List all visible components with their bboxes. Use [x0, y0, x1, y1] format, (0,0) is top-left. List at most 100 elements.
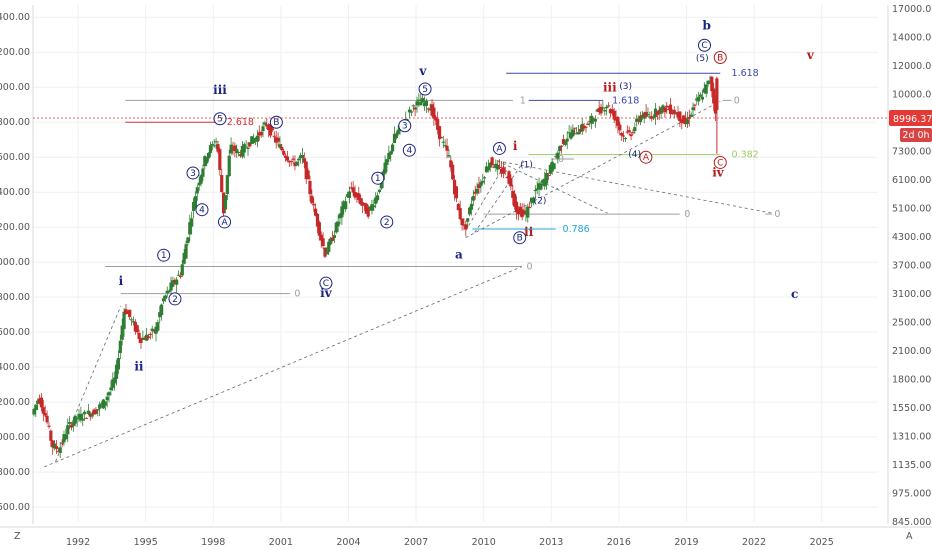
candle-body: [702, 88, 706, 93]
candle-body: [175, 279, 179, 285]
candle-body: [54, 446, 59, 449]
candle-body: [689, 114, 693, 117]
candle-body: [595, 109, 599, 112]
candle-body: [648, 116, 652, 118]
candle-body: [475, 188, 479, 194]
circled-wave-marker: [195, 203, 209, 217]
current-price-badge: [889, 110, 932, 126]
candle-body: [280, 146, 284, 151]
candle-body: [670, 113, 674, 115]
candle-body: [424, 100, 428, 106]
candle-body: [178, 276, 183, 278]
candle-body: [650, 116, 654, 119]
candle-body: [56, 451, 60, 453]
right-price-axis[interactable]: 17000.00014000.00012000.00010000.0008900…: [887, 4, 932, 528]
time-axis[interactable]: 1992 1995 1998 2001 2004 2007 2010 2013 2016 2019…: [0, 526, 932, 548]
candle-body: [601, 107, 605, 109]
candle-body: [135, 325, 139, 333]
candle-body: [567, 132, 571, 134]
time-tick-label: 1998: [201, 537, 225, 548]
right-tick-label: 14000.000: [892, 33, 932, 44]
candle-body: [635, 118, 639, 122]
candle-body: [289, 160, 293, 162]
candle-body: [385, 159, 389, 165]
candle-body: [167, 290, 171, 292]
candle-body: [353, 192, 357, 198]
fibonacci-levels[interactable]: 2.618 1.618 1.618 0.382 0.786 0 0 0 1 0 0 0: [105, 68, 780, 300]
candle-body: [302, 158, 306, 163]
right-tick-label: 6100.000: [892, 175, 932, 186]
left-price-axis[interactable]: 3400.00 3200.00 3000.00 2800.00 2600.00 2400.…: [0, 5, 34, 524]
candle-body: [206, 152, 211, 159]
candle-body: [242, 144, 246, 153]
circled-wave-marker: [319, 276, 333, 290]
right-tick-label: 4300.000: [892, 232, 932, 243]
trend-line: [474, 160, 525, 233]
candle-body: [612, 110, 616, 120]
left-tick-label: 800.00: [0, 467, 30, 478]
candle-body: [347, 191, 352, 198]
candle-body: [629, 134, 633, 137]
candle-body: [466, 218, 470, 222]
trend-line: [465, 100, 721, 239]
circled-wave-marker: [371, 171, 385, 185]
corner-right-label[interactable]: A: [906, 531, 913, 542]
wave-label: ii: [524, 225, 534, 239]
trend-lines[interactable]: [44, 100, 773, 468]
left-tick-label: 3400.00: [0, 12, 30, 23]
fib-level-label: 0: [526, 262, 532, 273]
circled-wave-label: 2: [172, 295, 178, 305]
circled-wave-label: A: [643, 153, 650, 163]
left-tick-label: 3000.00: [0, 82, 30, 93]
candle-body: [565, 138, 569, 142]
candle-body: [272, 135, 276, 137]
candle-body: [342, 201, 346, 209]
candle-body: [145, 334, 149, 341]
circled-wave-label: 4: [199, 206, 205, 216]
trend-line: [44, 266, 523, 468]
fib-level-label: 0: [684, 209, 690, 220]
candle-body: [370, 204, 374, 211]
candle-body: [454, 186, 459, 199]
candle-body: [96, 409, 100, 411]
candle-body: [590, 115, 594, 124]
circled-wave-marker: [492, 141, 506, 155]
candle-body: [287, 160, 291, 163]
candle-body: [558, 146, 562, 152]
candle-body: [514, 201, 519, 213]
candle-body: [456, 203, 460, 211]
candle-body: [546, 175, 551, 177]
candle-body: [520, 209, 524, 218]
candle-body: [229, 144, 233, 154]
candle-body: [180, 264, 184, 276]
candle-body: [77, 413, 81, 419]
candle-body: [460, 218, 464, 226]
candle-body: [321, 238, 325, 247]
candle-body: [351, 187, 355, 193]
circled-wave-label: 4: [406, 146, 412, 156]
candle-body: [41, 407, 45, 414]
candle-body: [338, 213, 342, 219]
candle-body: [47, 425, 51, 427]
candle-body: [484, 166, 489, 173]
candle-body: [345, 194, 350, 197]
candle-body: [693, 104, 697, 106]
candle-body: [439, 137, 444, 139]
candle-body: [430, 104, 434, 116]
candle-body: [691, 107, 695, 111]
candle-body: [481, 180, 485, 183]
candle-body: [252, 138, 256, 143]
left-tick-label: 2200.00: [0, 222, 30, 233]
wave-label: v: [806, 48, 815, 62]
corner-left-label[interactable]: Z: [14, 531, 21, 542]
candle-body: [676, 112, 680, 118]
candle-body: [387, 152, 391, 160]
candle-body: [214, 141, 218, 143]
candle-body: [111, 379, 115, 388]
candle-body: [712, 88, 716, 104]
candle-body: [137, 332, 141, 339]
candle-body: [71, 422, 75, 426]
candle-body: [396, 129, 400, 135]
candle-body: [573, 127, 577, 129]
